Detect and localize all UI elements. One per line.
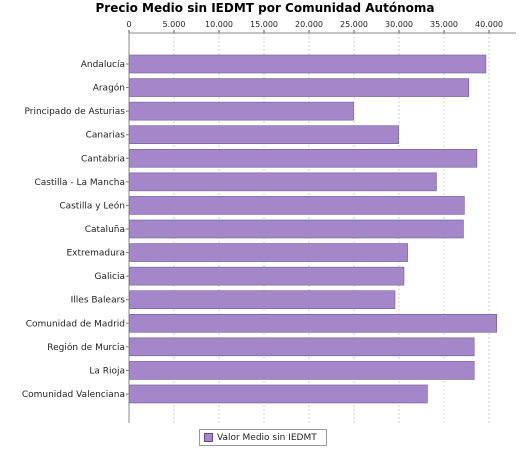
bar bbox=[129, 54, 487, 74]
bars bbox=[129, 54, 498, 404]
bar bbox=[129, 125, 399, 145]
x-tick-label: 20.000 bbox=[295, 20, 323, 29]
category-label: Aragón bbox=[93, 83, 125, 94]
x-axis-ticks: 0 5.000 10.000 15.000 20.000 25.000 30.000 35.0… bbox=[126, 20, 503, 33]
legend-label: Valor Medio sin IEDMT bbox=[217, 432, 317, 443]
category-label: Principado de Asturias bbox=[24, 107, 125, 117]
category-label: Comunidad de Madrid bbox=[26, 319, 125, 329]
x-tick-label: 25.000 bbox=[340, 20, 368, 29]
category-label: Andalucía bbox=[81, 60, 125, 70]
category-label: La Rioja bbox=[89, 366, 125, 376]
category-labels: Andalucía Aragón Principado de Asturias Can… bbox=[22, 60, 129, 400]
legend-swatch bbox=[204, 433, 213, 442]
bar bbox=[129, 290, 396, 310]
bar bbox=[129, 313, 498, 333]
bar bbox=[129, 101, 354, 121]
bar bbox=[129, 384, 428, 404]
category-label: Región de Murcia bbox=[47, 342, 125, 353]
x-tick-label: 5.000 bbox=[163, 20, 186, 29]
bar bbox=[129, 196, 465, 215]
x-tick-label: 30.000 bbox=[385, 20, 413, 29]
category-label: Extremadura bbox=[67, 249, 126, 259]
x-tick-label: 40.000 bbox=[475, 20, 503, 29]
category-label: Comunidad Valenciana bbox=[22, 390, 125, 400]
grid-lines bbox=[173, 33, 490, 423]
bar bbox=[129, 78, 470, 97]
category-label: Cantabria bbox=[81, 154, 125, 164]
category-label: Castilla y León bbox=[59, 200, 125, 211]
category-label: Castilla - La Mancha bbox=[34, 178, 125, 188]
bar bbox=[129, 361, 475, 380]
bar bbox=[129, 337, 475, 357]
x-tick-label: 15.000 bbox=[250, 20, 278, 29]
legend: Valor Medio sin IEDMT bbox=[199, 429, 327, 446]
bar bbox=[129, 219, 464, 239]
category-label: Canarias bbox=[86, 131, 126, 141]
x-tick-label: 35.000 bbox=[430, 20, 458, 29]
bar bbox=[129, 266, 405, 286]
x-tick-label: 10.000 bbox=[205, 20, 233, 29]
bar bbox=[129, 243, 408, 262]
category-label: Galicia bbox=[95, 272, 125, 282]
bar bbox=[129, 148, 478, 168]
chart-title: Precio Medio sin IEDMT por Comunidad Aut… bbox=[96, 1, 435, 15]
x-tick-label: 0 bbox=[126, 20, 131, 29]
category-label: Illes Balears bbox=[71, 296, 126, 306]
axes bbox=[128, 32, 516, 423]
bar bbox=[129, 172, 437, 192]
category-label: Cataluña bbox=[85, 225, 125, 235]
